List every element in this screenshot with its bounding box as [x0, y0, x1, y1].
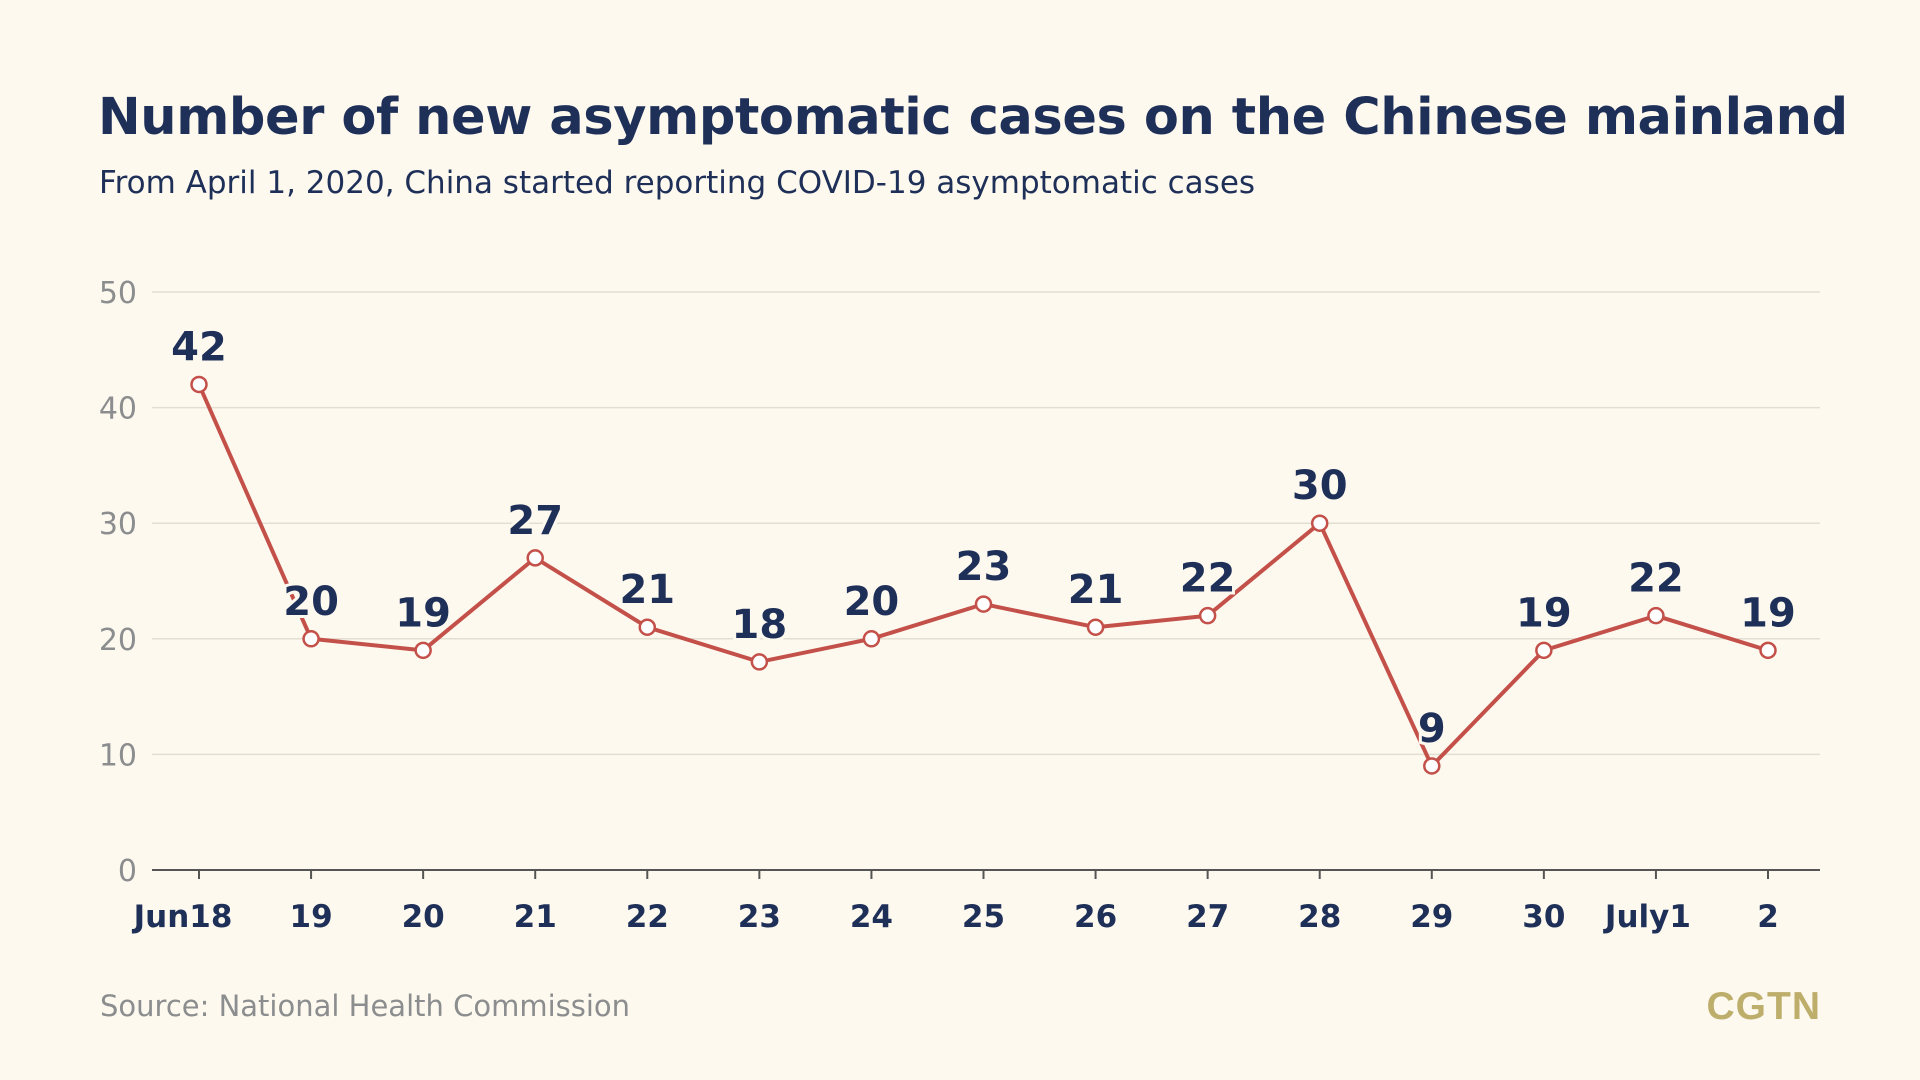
y-tick-label-10: 10 — [99, 738, 137, 773]
data-label-2: 19 — [395, 590, 451, 636]
y-axis-tick-labels: 0 10 20 30 40 50 — [99, 276, 137, 889]
data-label-7: 23 — [956, 544, 1012, 590]
data-point-4 — [638, 618, 657, 636]
chart-subtitle: From April 1, 2020, China started report… — [99, 165, 1256, 201]
data-point-14 — [1759, 641, 1777, 660]
y-tick-label-30: 30 — [99, 507, 137, 542]
data-point-13 — [1647, 606, 1665, 625]
data-point-3 — [526, 549, 544, 567]
y-tick-label-0: 0 — [118, 854, 137, 889]
x-tick-label-11: 29 — [1410, 899, 1453, 935]
data-label-5: 18 — [732, 602, 788, 648]
data-point-10 — [1310, 514, 1329, 532]
chart-title: Number of new asymptomatic cases on the … — [98, 88, 1848, 147]
x-tick-label-6: 24 — [850, 899, 893, 935]
x-tick-label-5: 23 — [738, 899, 781, 935]
data-label-10: 30 — [1292, 463, 1348, 509]
data-point-6 — [862, 630, 881, 648]
data-point-9 — [1198, 606, 1217, 625]
data-point-2 — [414, 641, 432, 660]
data-point-12 — [1535, 641, 1553, 660]
data-label-8: 21 — [1068, 567, 1124, 613]
x-tick-label-3: 21 — [514, 899, 557, 935]
source-note: Source: National Health Commission — [100, 989, 631, 1023]
data-points — [190, 375, 1777, 775]
y-tick-label-40: 40 — [99, 392, 137, 427]
y-tick-label-50: 50 — [99, 276, 137, 311]
data-point-8 — [1086, 618, 1105, 636]
y-tick-label-20: 20 — [99, 623, 137, 658]
x-tick-label-9: 27 — [1186, 899, 1229, 935]
data-label-4: 21 — [619, 567, 675, 613]
x-tick-label-10: 28 — [1298, 899, 1341, 935]
data-label-3: 27 — [507, 498, 563, 544]
data-point-7 — [974, 595, 993, 613]
x-tick-label-0: Jun18 — [132, 899, 233, 935]
data-label-0: 42 — [171, 324, 227, 370]
data-point-0 — [190, 375, 208, 394]
data-label-1: 20 — [283, 579, 339, 625]
data-labels: 42 20 19 27 21 18 20 23 21 22 30 9 19 22 19 — [168, 321, 1799, 754]
x-axis — [152, 869, 1820, 879]
data-point-11 — [1423, 757, 1441, 775]
data-label-6: 20 — [844, 579, 900, 625]
data-point-1 — [302, 630, 320, 648]
data-label-11: 9 — [1418, 706, 1446, 752]
data-label-9: 22 — [1180, 556, 1236, 602]
data-point-5 — [750, 653, 769, 671]
x-tick-label-4: 22 — [626, 899, 669, 935]
data-label-14: 19 — [1740, 590, 1796, 636]
x-tick-label-2: 20 — [402, 899, 445, 935]
x-tick-label-8: 26 — [1074, 899, 1117, 935]
x-tick-label-1: 19 — [290, 899, 333, 935]
x-axis-tick-labels: Jun18 19 20 21 22 23 24 25 26 27 28 29 30 July1 2 — [132, 899, 1779, 935]
x-tick-label-14: 2 — [1757, 899, 1779, 935]
data-label-13: 22 — [1628, 556, 1684, 602]
cgtn-logo: CGTN — [1706, 985, 1821, 1028]
x-tick-label-12: 30 — [1522, 899, 1565, 935]
data-label-12: 19 — [1516, 590, 1572, 636]
x-tick-label-7: 25 — [962, 899, 1005, 935]
x-tick-label-13: July1 — [1603, 899, 1691, 935]
grid-lines — [152, 291, 1820, 756]
